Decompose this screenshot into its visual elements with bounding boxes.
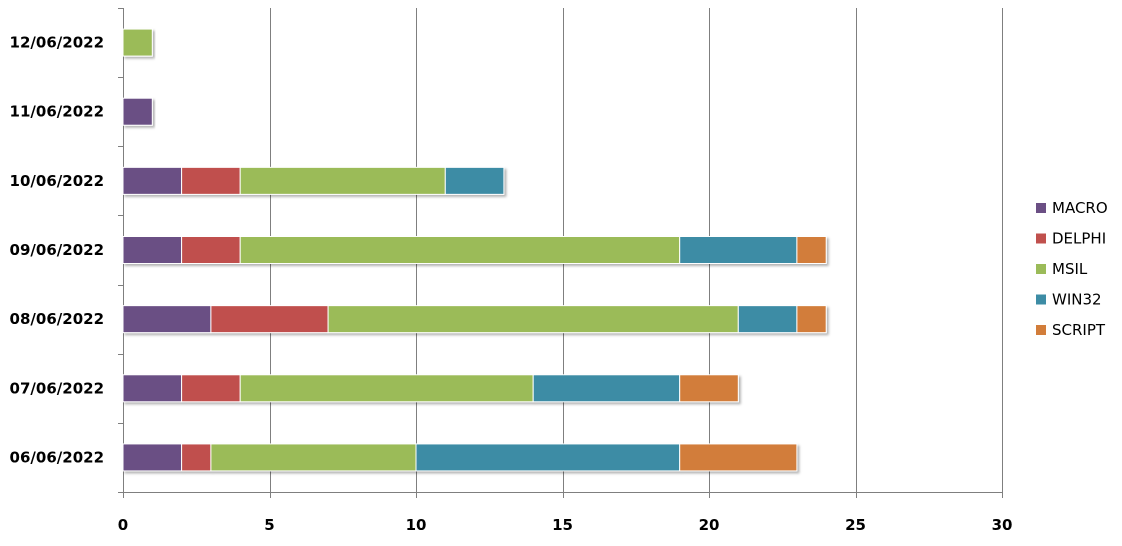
bar-segment-delphi — [181, 374, 241, 403]
bar-segment-script — [679, 374, 739, 403]
y-category-label: 08/06/2022 — [10, 310, 104, 328]
legend-item-macro: MACRO — [1036, 199, 1108, 217]
legend-label: MACRO — [1052, 199, 1108, 217]
bar-segment-msil — [210, 443, 417, 472]
axis-labels: 0 5 10 15 20 25 30 06/06/2022 07/06/2022 08/06/20… — [10, 34, 1013, 534]
bar-segment-win32 — [444, 166, 505, 195]
bars — [122, 28, 827, 472]
bar-segment-msil — [327, 305, 739, 334]
bar-segment-macro — [122, 236, 183, 264]
legend-label: SCRIPT — [1052, 321, 1106, 339]
legend-swatch — [1036, 294, 1046, 305]
x-tick-label: 30 — [992, 516, 1013, 534]
x-tick-label: 0 — [118, 516, 128, 534]
bar-segment-delphi — [181, 443, 212, 472]
legend-item-msil: MSIL — [1036, 260, 1088, 278]
legend-swatch — [1036, 233, 1046, 244]
bar-row — [122, 305, 827, 334]
bar-segment-win32 — [737, 305, 798, 334]
y-category-label: 07/06/2022 — [10, 379, 104, 397]
bar-row — [122, 166, 505, 195]
bar-segment-delphi — [181, 236, 241, 264]
bar-segment-script — [796, 236, 827, 264]
bar-segment-script — [796, 305, 827, 334]
x-tick-label: 20 — [699, 516, 720, 534]
legend-swatch — [1036, 203, 1046, 213]
bar-segment-macro — [122, 166, 183, 195]
legend-item-script: SCRIPT — [1036, 321, 1106, 339]
bar-segment-msil — [122, 28, 153, 57]
bar-segment-delphi — [181, 166, 241, 195]
legend-item-delphi: DELPHI — [1036, 230, 1106, 248]
bar-row — [122, 28, 153, 57]
bar-segment-macro — [122, 97, 153, 126]
bar-row — [122, 443, 798, 472]
bar-segment-win32 — [415, 443, 681, 472]
bar-segment-win32 — [532, 374, 681, 403]
legend-label: WIN32 — [1052, 291, 1102, 309]
legend-swatch — [1036, 264, 1046, 274]
bar-row — [122, 236, 827, 264]
x-tick-label: 10 — [406, 516, 427, 534]
y-category-label: 12/06/2022 — [10, 34, 104, 52]
bar-segment-msil — [239, 166, 446, 195]
bar-segment-msil — [239, 374, 534, 403]
legend-swatch — [1036, 325, 1046, 335]
bar-segment-win32 — [679, 236, 798, 264]
bar-segment-macro — [122, 443, 183, 472]
bar-segment-macro — [122, 374, 183, 403]
bar-row — [122, 374, 739, 403]
x-tick-label: 25 — [845, 516, 866, 534]
bar-segment-script — [679, 443, 798, 472]
y-category-label: 11/06/2022 — [10, 103, 104, 121]
bar-segment-macro — [122, 305, 212, 334]
y-category-label: 10/06/2022 — [10, 172, 104, 190]
x-tick-label: 5 — [264, 516, 274, 534]
y-category-label: 06/06/2022 — [10, 448, 104, 466]
legend-label: DELPHI — [1052, 230, 1106, 248]
bar-segment-msil — [239, 236, 681, 264]
legend: MACRO DELPHI MSIL WIN32 SCRIPT — [1036, 199, 1108, 339]
bar-segment-delphi — [210, 305, 329, 334]
bar-row — [122, 97, 153, 126]
x-tick-label: 15 — [552, 516, 573, 534]
legend-item-win32: WIN32 — [1036, 291, 1102, 309]
y-category-label: 09/06/2022 — [10, 241, 104, 259]
legend-label: MSIL — [1052, 260, 1088, 278]
